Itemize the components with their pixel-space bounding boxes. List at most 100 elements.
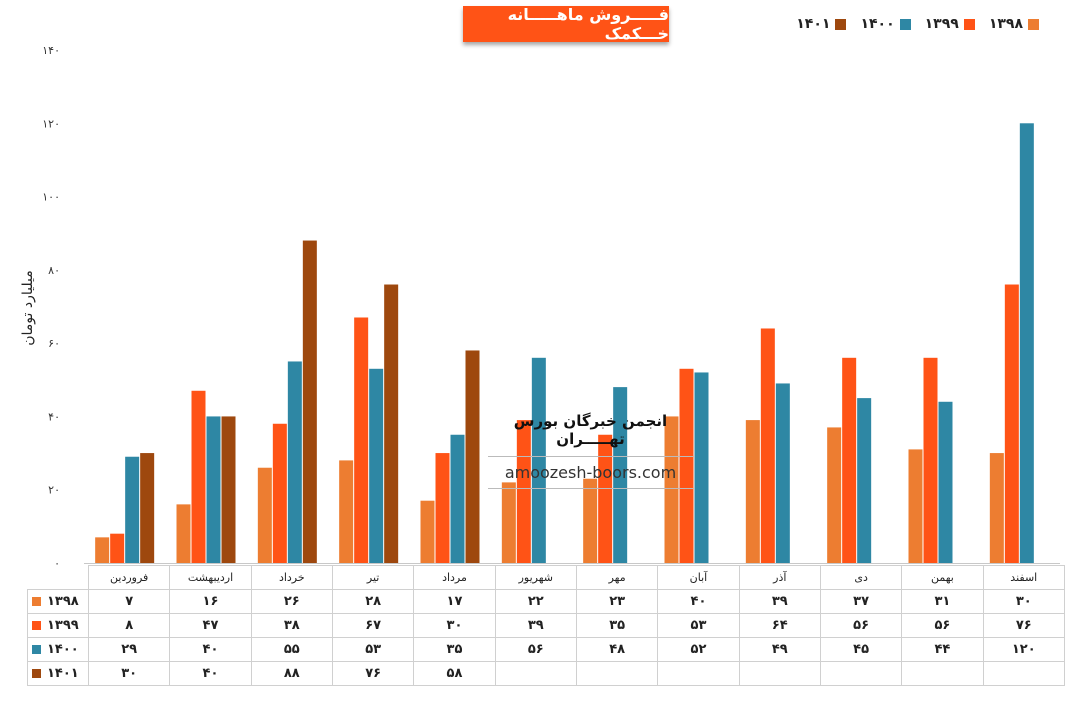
bar bbox=[339, 460, 354, 563]
table-cell: ۴۹ bbox=[738, 637, 821, 662]
series-label: ۱۳۹۹ bbox=[27, 613, 89, 638]
table-cell bbox=[575, 661, 659, 686]
table-cell: ۳۰ bbox=[413, 613, 496, 638]
table-cell bbox=[982, 661, 1065, 686]
bar bbox=[857, 398, 872, 563]
series-label: ۱۳۹۸ bbox=[27, 589, 89, 614]
table-cell bbox=[819, 661, 903, 686]
legend-item: ۱۴۰۱ bbox=[796, 16, 847, 32]
bar bbox=[369, 368, 384, 563]
series-name: ۱۳۹۸ bbox=[47, 594, 79, 609]
bar bbox=[613, 387, 628, 563]
table-cell: ۶۴ bbox=[738, 613, 821, 638]
legend-swatch bbox=[899, 18, 911, 30]
category-label: مهر bbox=[575, 565, 659, 590]
bar bbox=[420, 500, 435, 563]
table-cell: ۴۰ bbox=[169, 661, 252, 686]
table-cell: ۱۶ bbox=[169, 589, 252, 614]
table-corner bbox=[27, 565, 89, 590]
category-label: اردیبهشت bbox=[169, 565, 252, 590]
y-tick-label: ۲۰ bbox=[48, 484, 60, 497]
legend-label: ۱۳۹۹ bbox=[924, 16, 959, 32]
table-cell: ۴۵ bbox=[819, 637, 903, 662]
table-cell: ۳۹ bbox=[494, 613, 577, 638]
bar bbox=[842, 357, 857, 563]
table-cell: ۲۹ bbox=[87, 637, 171, 662]
watermark-line2: amoozesh-boors.com bbox=[488, 457, 693, 489]
table-cell: ۶۷ bbox=[331, 613, 415, 638]
chart-legend: ۱۳۹۸ ۱۳۹۹ ۱۴۰۰ ۱۴۰۱ bbox=[796, 16, 1039, 32]
bar bbox=[531, 357, 546, 563]
table-cell: ۲۸ bbox=[331, 589, 415, 614]
bar bbox=[775, 383, 790, 563]
table-cell: ۷۶ bbox=[982, 613, 1065, 638]
table-cell: ۲۶ bbox=[250, 589, 333, 614]
category-label: آبان bbox=[657, 565, 740, 590]
y-tick-label: ۱۰۰ bbox=[42, 191, 60, 204]
data-table: فروردین اردیبهشت خرداد تیر مرداد شهریور مهر آبا… bbox=[27, 565, 1065, 686]
series-name: ۱۴۰۰ bbox=[47, 642, 79, 657]
table-cell bbox=[738, 661, 821, 686]
table-cell: ۴۰ bbox=[657, 589, 740, 614]
series-name: ۱۴۰۱ bbox=[47, 666, 79, 681]
table-cell: ۳۱ bbox=[901, 589, 984, 614]
chart-title: فـــــروش ماهـــــانه خـــکمک bbox=[463, 5, 669, 43]
series-label: ۱۴۰۰ bbox=[27, 637, 89, 662]
bar bbox=[465, 350, 480, 563]
bar bbox=[221, 416, 236, 563]
table-row: ۱۴۰۰ ۲۹ ۴۰ ۵۵ ۵۳ ۳۵ ۵۶ ۴۸ ۵۲ ۴۹ ۴۵ ۴۴ ۱۲۰ bbox=[27, 637, 1065, 662]
bar bbox=[450, 434, 465, 563]
category-label: تیر bbox=[331, 565, 415, 590]
bar bbox=[827, 427, 842, 563]
bar bbox=[923, 357, 938, 563]
series-swatch bbox=[32, 669, 41, 678]
bar bbox=[302, 240, 317, 564]
legend-swatch bbox=[1028, 18, 1039, 30]
table-cell: ۳۷ bbox=[819, 589, 903, 614]
bar bbox=[694, 372, 709, 563]
table-cell bbox=[901, 661, 984, 686]
bar bbox=[664, 416, 679, 563]
table-cell: ۸ bbox=[87, 613, 171, 638]
y-tick-label: ۸۰ bbox=[48, 264, 60, 277]
table-cell: ۱۲۰ bbox=[982, 637, 1065, 662]
table-cell: ۴۰ bbox=[169, 637, 252, 662]
table-cell: ۱۷ bbox=[413, 589, 496, 614]
bar bbox=[176, 504, 191, 563]
legend-item: ۱۴۰۰ bbox=[860, 16, 911, 32]
category-label: خرداد bbox=[250, 565, 333, 590]
table-cell: ۵۳ bbox=[657, 613, 740, 638]
bar bbox=[679, 368, 694, 563]
bar bbox=[272, 423, 287, 563]
bar bbox=[206, 416, 221, 563]
bar bbox=[287, 361, 302, 563]
bar bbox=[516, 420, 531, 563]
table-cell: ۵۲ bbox=[657, 637, 740, 662]
table-cell: ۵۸ bbox=[413, 661, 496, 686]
table-cell bbox=[494, 661, 577, 686]
table-cell: ۵۶ bbox=[819, 613, 903, 638]
series-swatch bbox=[32, 621, 41, 630]
table-cell: ۳۰ bbox=[982, 589, 1065, 614]
table-cell: ۳۹ bbox=[738, 589, 821, 614]
bar bbox=[95, 537, 110, 563]
category-label: شهریور bbox=[494, 565, 577, 590]
category-label: اسفند bbox=[982, 565, 1065, 590]
bar bbox=[908, 449, 923, 563]
bar bbox=[501, 482, 516, 563]
series-swatch bbox=[32, 597, 41, 606]
table-cell: ۲۲ bbox=[494, 589, 577, 614]
series-name: ۱۳۹۹ bbox=[47, 618, 79, 633]
table-cell: ۳۵ bbox=[413, 637, 496, 662]
category-label: مرداد bbox=[413, 565, 496, 590]
category-label: فروردین bbox=[87, 565, 171, 590]
table-row: ۱۴۰۱ ۳۰ ۴۰ ۸۸ ۷۶ ۵۸ bbox=[27, 661, 1065, 686]
watermark-line1: انجمن خبرگان بورس تهـــــران bbox=[488, 412, 693, 457]
bar bbox=[1004, 284, 1019, 563]
table-cell: ۴۷ bbox=[169, 613, 252, 638]
legend-item: ۱۳۹۸ bbox=[989, 16, 1039, 32]
table-cell: ۵۳ bbox=[331, 637, 415, 662]
bar bbox=[760, 328, 775, 563]
table-cell: ۳۰ bbox=[87, 661, 171, 686]
